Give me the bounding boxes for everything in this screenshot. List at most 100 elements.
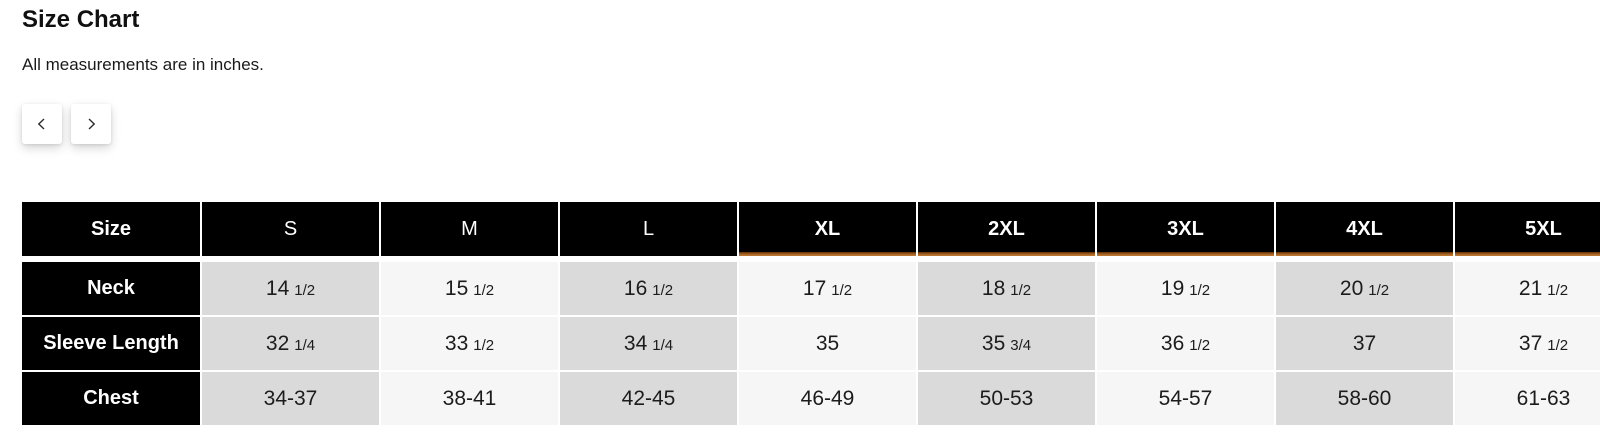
column-header-size: Size [22,202,200,260]
cell-value: 34 1/4 [624,332,673,356]
cell-main: 32 [265,331,290,355]
cell-fraction: 1/4 [294,336,316,354]
table-cell: 32 1/4 [202,317,379,370]
table-cell: 18 1/2 [918,262,1095,315]
table-cell: 37 1/2 [1455,317,1600,370]
cell-fraction: 3/4 [1010,336,1032,354]
column-header-4xl: 4XL [1276,202,1453,260]
table-cell: 14 1/2 [202,262,379,315]
chevron-left-icon [34,116,50,132]
cell-fraction: 1/2 [294,281,316,299]
table-cell: 54-57 [1097,372,1274,425]
cell-value: 32 1/4 [266,332,315,356]
cell-value: 46-49 [801,387,855,411]
cell-main: 58-60 [1337,386,1392,410]
cell-fraction: 1/2 [1010,281,1032,299]
cell-fraction: 1/4 [652,336,674,354]
cell-main: 37 [1352,331,1377,355]
cell-main: 15 [444,276,469,300]
cell-fraction: 1/2 [1189,336,1211,354]
cell-value: 34-37 [264,387,318,411]
cell-value: 61-63 [1517,387,1571,411]
cell-value: 38-41 [443,387,497,411]
cell-main: 50-53 [979,386,1034,410]
cell-main: 19 [1160,276,1185,300]
table-cell: 20 1/2 [1276,262,1453,315]
cell-value: 35 [816,332,839,356]
table-cell: 36 1/2 [1097,317,1274,370]
page-subtitle: All measurements are in inches. [22,55,264,74]
scroll-left-button[interactable] [22,104,62,144]
cell-main: 33 [444,331,469,355]
cell-main: 61-63 [1516,386,1571,410]
cell-value: 15 1/2 [445,277,494,301]
cell-main: 46-49 [800,386,855,410]
cell-fraction: 1/2 [652,281,674,299]
table-cell: 16 1/2 [560,262,737,315]
cell-main: 16 [623,276,648,300]
cell-main: 34-37 [263,386,318,410]
cell-fraction: 1/2 [1547,336,1569,354]
cell-fraction: 1/2 [473,281,495,299]
column-header-5xl: 5XL [1455,202,1600,260]
cell-value: 14 1/2 [266,277,315,301]
scroll-right-button[interactable] [71,104,111,144]
cell-value: 50-53 [980,387,1034,411]
cell-main: 37 [1518,331,1543,355]
table-cell: 58-60 [1276,372,1453,425]
cell-value: 36 1/2 [1161,332,1210,356]
cell-value: 17 1/2 [803,277,852,301]
cell-main: 54-57 [1158,386,1213,410]
table-cell: 34 1/4 [560,317,737,370]
cell-value: 42-45 [622,387,676,411]
row-header-chest: Chest [22,372,200,425]
table-cell: 34-37 [202,372,379,425]
table-cell: 38-41 [381,372,558,425]
cell-value: 19 1/2 [1161,277,1210,301]
cell-main: 42-45 [621,386,676,410]
column-header-s: S [202,202,379,260]
column-header-3xl: 3XL [1097,202,1274,260]
cell-value: 37 [1353,332,1376,356]
cell-value: 18 1/2 [982,277,1031,301]
table-cell: 37 [1276,317,1453,370]
cell-main: 14 [265,276,290,300]
table-cell: 50-53 [918,372,1095,425]
row-header-neck: Neck [22,262,200,315]
table-cell: 33 1/2 [381,317,558,370]
cell-main: 35 [815,331,840,355]
column-header-m: M [381,202,558,260]
cell-main: 36 [1160,331,1185,355]
cell-main: 38-41 [442,386,497,410]
cell-fraction: 1/2 [1547,281,1569,299]
cell-value: 54-57 [1159,387,1213,411]
chevron-right-icon [83,116,99,132]
table-cell: 42-45 [560,372,737,425]
table-cell: 21 1/2 [1455,262,1600,315]
cell-main: 20 [1339,276,1364,300]
cell-value: 20 1/2 [1340,277,1389,301]
cell-main: 34 [623,331,648,355]
table-cell: 17 1/2 [739,262,916,315]
table-cell: 35 3/4 [918,317,1095,370]
cell-fraction: 1/2 [473,336,495,354]
cell-value: 35 3/4 [982,332,1031,356]
cell-fraction: 1/2 [831,281,853,299]
column-header-xl: XL [739,202,916,260]
page-title: Size Chart [22,6,140,33]
size-chart-table: Size S M L XL 2XL 3XL 4XL 5XL Neck 14 1/2… [22,202,1600,425]
cell-main: 17 [802,276,827,300]
table-scroll-controls [22,104,111,144]
cell-main: 21 [1518,276,1543,300]
table-cell: 61-63 [1455,372,1600,425]
cell-main: 18 [981,276,1006,300]
table-cell: 35 [739,317,916,370]
row-header-sleeve-length: Sleeve Length [22,317,200,370]
cell-value: 21 1/2 [1519,277,1568,301]
table-cell: 46-49 [739,372,916,425]
table-cell: 15 1/2 [381,262,558,315]
cell-value: 16 1/2 [624,277,673,301]
cell-fraction: 1/2 [1368,281,1390,299]
cell-main: 35 [981,331,1006,355]
